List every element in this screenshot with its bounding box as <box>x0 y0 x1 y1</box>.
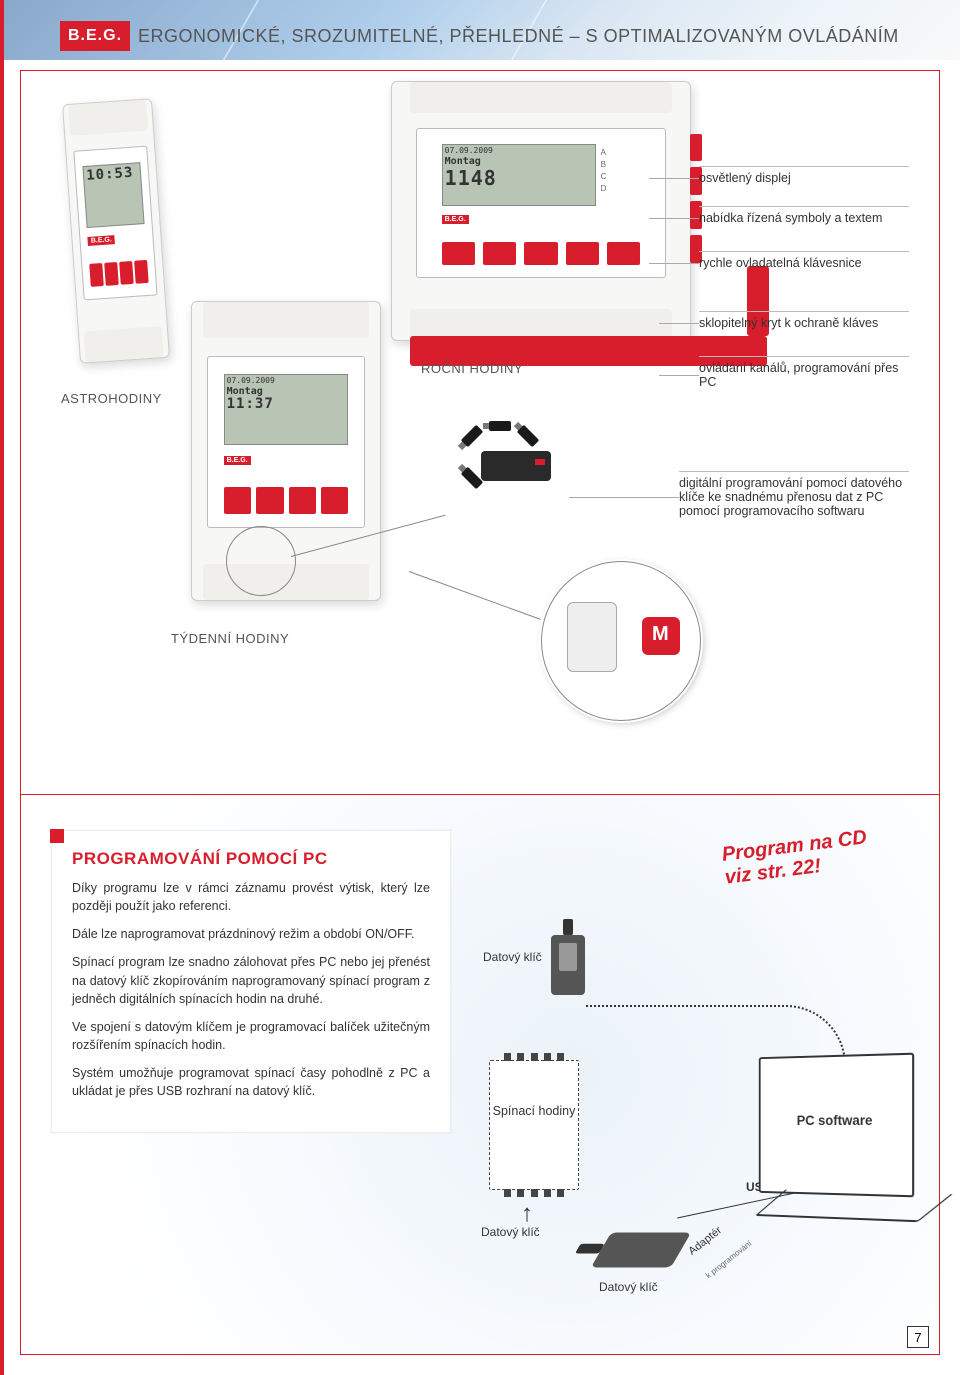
product-imagery-area: 10:53 B.E.G. 07.09.2009 Montag 1148 A B … <box>21 71 939 751</box>
info-p2: Dále lze naprogramovat prázdninový režim… <box>72 925 430 943</box>
info-p3: Spínací program lze snadno zálohovat pře… <box>72 953 430 1007</box>
diagram-data-key-flat <box>591 1233 691 1268</box>
feature-cover: sklopitelný kryt k ochraně kláves <box>699 311 909 334</box>
lower-panel: PROGRAMOVÁNÍ POMOCÍ PC Díky programu lze… <box>21 794 939 1354</box>
lcd-year: 07.09.2009 Montag 1148 <box>442 144 596 206</box>
feature-datakey: digitální programování pomocí datového k… <box>679 471 909 522</box>
lcd-astro: 10:53 <box>83 162 145 228</box>
lcd-week: 07.09.2009 Montag 11:37 <box>224 374 349 446</box>
callout-circle-zoom <box>541 561 701 721</box>
brand-mini: B.E.G. <box>224 456 251 465</box>
info-p4: Ve spojení s datovým klíčem je programov… <box>72 1018 430 1054</box>
product-year-timer: 07.09.2009 Montag 1148 A B C D B.E.G. <box>391 81 691 341</box>
leader-line <box>409 571 541 620</box>
lcd-week-date: 07.09.2009 <box>227 377 346 386</box>
brand-mini: B.E.G. <box>442 215 469 224</box>
feature-display: osvětlený displej <box>699 166 909 189</box>
callout-circle-small <box>226 526 296 596</box>
label-astro: ASTROHODINY <box>61 391 162 406</box>
lcd-week-day: Montag <box>227 386 346 397</box>
info-card-pc-programming: PROGRAMOVÁNÍ POMOCÍ PC Díky programu lze… <box>51 830 451 1133</box>
arrow-up-icon: ↑ <box>521 1200 533 1228</box>
product-astro-timer: 10:53 B.E.G. <box>62 98 170 364</box>
feature-menu: nabídka řízená symboly a textem <box>699 206 909 229</box>
page-header: B.E.G. ERGONOMICKÉ, SROZUMITELNÉ, PŘEHLE… <box>60 18 940 54</box>
diagram-pc-monitor: PC software <box>759 1053 914 1198</box>
label-week: TÝDENNÍ HODINY <box>171 631 289 646</box>
brand-mini: B.E.G. <box>88 235 116 246</box>
brand-logo: B.E.G. <box>60 21 130 51</box>
diagram-chip-label: Spínací hodiny <box>490 1103 578 1119</box>
diagram-label-pcsoftware: PC software <box>761 1113 913 1128</box>
lcd-year-date: 07.09.2009 <box>445 147 593 156</box>
page-title: ERGONOMICKÉ, SROZUMITELNÉ, PŘEHLEDNÉ – S… <box>138 26 899 47</box>
diagram-label-datakey-top: Datový klíč <box>483 950 542 964</box>
promo-sticker: Program na CD viz str. 22! <box>721 826 871 889</box>
feature-channels: ovládání kanálů, programování přes PC <box>699 356 909 393</box>
lcd-astro-time: 10:53 <box>86 166 139 185</box>
diagram-data-key-icon <box>551 935 585 995</box>
info-p1: Díky programu lze v rámci záznamu provés… <box>72 879 430 915</box>
page-number: 7 <box>907 1326 929 1348</box>
diagram-label-adapter: Adaptér <box>686 1224 724 1257</box>
data-key-accessory <box>451 421 571 511</box>
label-year: ROČNÍ HODINY <box>421 361 523 376</box>
feature-keyboard: rychle ovladatelná klávesnice <box>699 251 909 274</box>
info-p5: Systém umožňuje programovat spínací časy… <box>72 1064 430 1100</box>
info-title: PROGRAMOVÁNÍ POMOCÍ PC <box>72 849 430 869</box>
diagram-label-datakey-bottom: Datový klíč <box>481 1225 540 1239</box>
left-red-rule <box>0 0 4 1375</box>
channel-labels: A B C D <box>601 147 641 195</box>
lcd-week-time: 11:37 <box>227 397 346 412</box>
diagram-label-adapter-sub: k programování <box>704 1239 753 1280</box>
diagram-label-datakey-mid: Datový klíč <box>599 1280 658 1294</box>
lcd-year-time: 1148 <box>445 167 593 189</box>
connection-diagram: Datový klíč Spínací hodiny ↑ Datový klíč… <box>471 925 914 1324</box>
main-frame: 10:53 B.E.G. 07.09.2009 Montag 1148 A B … <box>20 70 940 1355</box>
diagram-timer-chip: Spínací hodiny <box>489 1060 579 1190</box>
